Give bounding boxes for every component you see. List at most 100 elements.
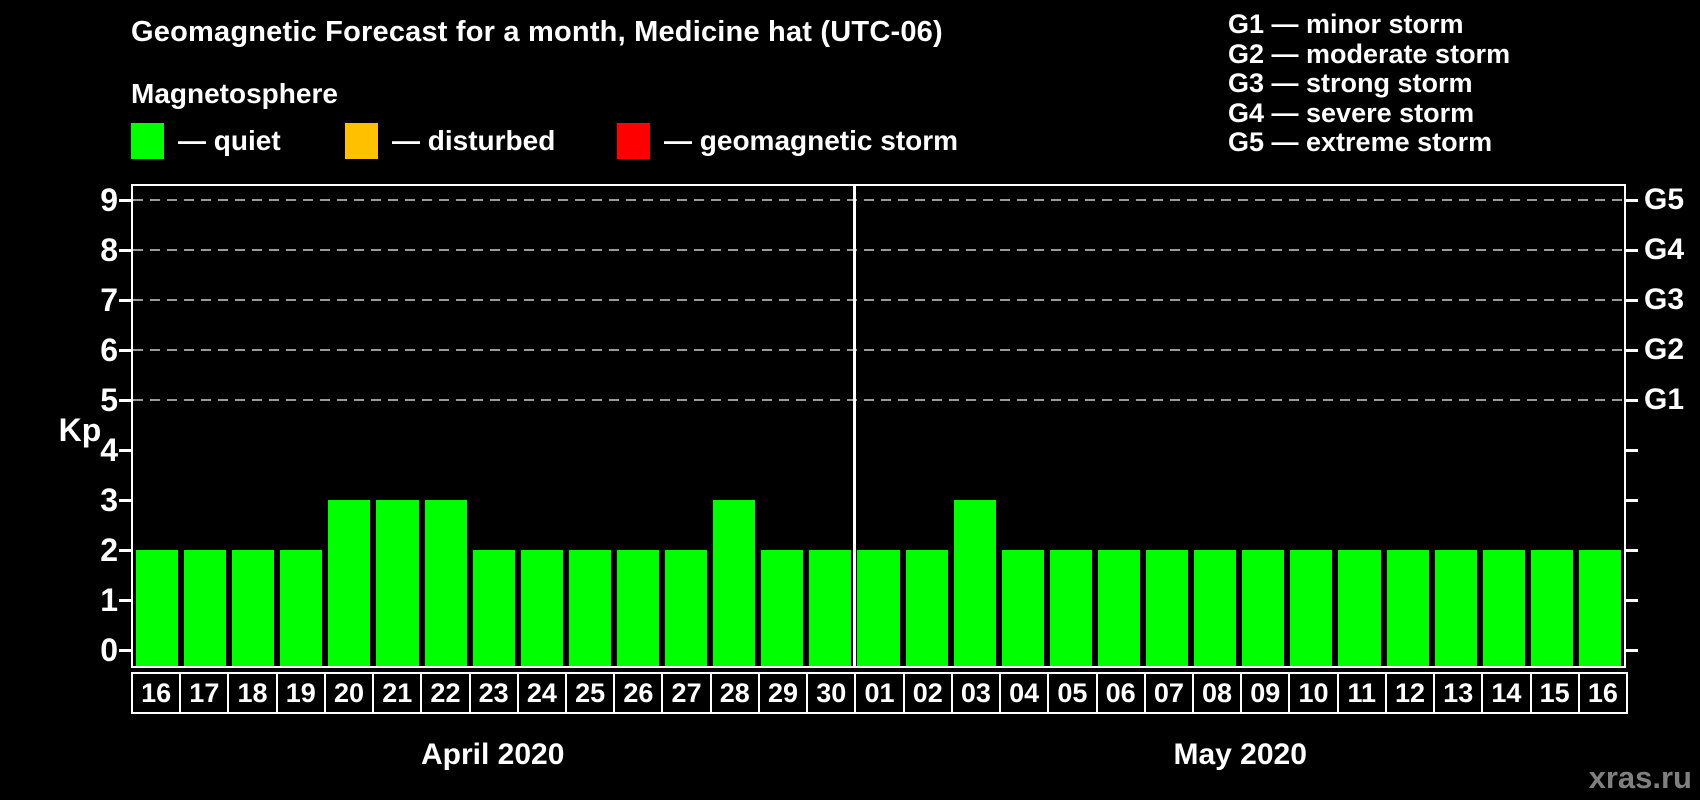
- kp-bar: [1482, 550, 1525, 666]
- y-axis-tick: [119, 198, 131, 202]
- g-axis-tick: [1626, 398, 1638, 402]
- kp-bar: [1290, 550, 1333, 666]
- y-tick-label: 4: [100, 432, 118, 468]
- date-label: 15: [1529, 672, 1580, 714]
- y-axis-tick: [119, 648, 131, 652]
- kp-bar: [472, 550, 515, 666]
- date-label: 14: [1481, 672, 1532, 714]
- date-label: 27: [661, 672, 712, 714]
- kp-bar: [905, 550, 948, 666]
- legend-label-quiet: — quiet: [178, 125, 281, 156]
- chart-title: Geomagnetic Forecast for a month, Medici…: [131, 16, 943, 48]
- g-legend-line-g1: G1 — minor storm: [1228, 9, 1464, 39]
- date-label: 05: [1047, 672, 1098, 714]
- date-label: 02: [902, 672, 953, 714]
- gridline: [133, 249, 1624, 251]
- date-label: 16: [1577, 672, 1628, 714]
- date-label: 09: [1240, 672, 1291, 714]
- y-tick-label: 0: [100, 632, 118, 668]
- legend-item-storm: — geomagnetic storm: [617, 122, 958, 160]
- g-axis-tick: [1626, 298, 1638, 302]
- g-legend-line-g4: G4 — severe storm: [1228, 97, 1475, 128]
- kp-bar: [328, 500, 371, 666]
- g-axis-label: G2: [1644, 333, 1685, 366]
- y-axis-tick: [119, 448, 131, 452]
- date-label: 04: [999, 672, 1050, 714]
- date-label: 20: [323, 672, 375, 714]
- kp-bar: [616, 550, 660, 666]
- kp-bar: [665, 550, 708, 666]
- disturbed-color-swatch: [345, 123, 378, 159]
- kp-bar: [761, 550, 804, 666]
- kp-bar: [953, 500, 996, 666]
- date-label: 13: [1433, 672, 1484, 714]
- y-axis-tick: [119, 498, 131, 502]
- watermark: xras.ru: [1588, 760, 1692, 795]
- y-tick-label: 3: [100, 482, 118, 518]
- g-axis-tick: [1626, 348, 1638, 352]
- quiet-color-swatch: [131, 123, 164, 159]
- g-axis-label: G1: [1644, 383, 1685, 416]
- magnetosphere-legend-title: Magnetosphere: [131, 78, 338, 109]
- legend-label-storm: — geomagnetic storm: [664, 125, 959, 156]
- kp-bar: [1242, 550, 1285, 666]
- g-axis-tick: [1626, 598, 1638, 602]
- month-label: May 2020: [1173, 738, 1307, 771]
- kp-bar: [1386, 550, 1429, 666]
- kp-bar: [1049, 550, 1092, 666]
- gridline: [133, 349, 1624, 351]
- date-label: 07: [1143, 672, 1194, 714]
- g-axis-tick: [1626, 498, 1638, 502]
- date-label: 06: [1095, 672, 1146, 714]
- date-label: 10: [1288, 672, 1339, 714]
- g-legend-line-g2: G2 — moderate storm: [1228, 38, 1511, 69]
- kp-bar: [1338, 550, 1381, 666]
- kp-bar: [520, 550, 563, 666]
- date-label: 22: [420, 672, 471, 714]
- date-label: 08: [1191, 672, 1243, 714]
- kp-bar: [568, 550, 611, 666]
- kp-bar: [1530, 550, 1573, 666]
- g-legend-line-g5: G5 — extreme storm: [1228, 127, 1493, 157]
- y-axis-tick: [119, 598, 131, 602]
- g-axis-tick: [1626, 198, 1638, 202]
- g-axis-label: G5: [1644, 183, 1685, 216]
- kp-bar: [713, 500, 756, 666]
- y-axis-tick: [119, 298, 131, 302]
- date-label: 28: [709, 672, 760, 714]
- kp-bar: [857, 550, 900, 666]
- kp-bar: [376, 500, 419, 666]
- plot-area: [131, 184, 1626, 668]
- g-axis-tick: [1626, 248, 1638, 252]
- storm-color-swatch: [617, 123, 650, 159]
- date-label: 25: [565, 672, 616, 714]
- y-axis-tick: [119, 348, 131, 352]
- y-tick-label: 2: [100, 532, 118, 568]
- date-label: 26: [613, 672, 664, 714]
- g-scale-legend: G1 — minor storm G2 — moderate storm G3 …: [1228, 9, 1511, 158]
- date-label: 29: [757, 672, 809, 714]
- kp-bar: [1146, 550, 1189, 666]
- legend-item-disturbed: — disturbed: [345, 122, 555, 160]
- g-axis-label: G4: [1644, 233, 1685, 266]
- g-axis-label: G3: [1644, 283, 1685, 316]
- date-label: 01: [854, 672, 905, 714]
- date-label: 24: [516, 672, 568, 714]
- date-label: 18: [227, 672, 278, 714]
- date-label: 12: [1384, 672, 1436, 714]
- kp-bar: [1194, 550, 1237, 666]
- y-axis-tick: [119, 398, 131, 402]
- kp-bar: [280, 550, 323, 666]
- g-legend-line-g3: G3 — strong storm: [1228, 68, 1473, 98]
- gridline: [133, 399, 1624, 401]
- g-axis-tick: [1626, 648, 1638, 652]
- g-axis-tick: [1626, 448, 1638, 452]
- y-tick-label: 9: [100, 182, 118, 218]
- legend-label-disturbed: — disturbed: [392, 125, 556, 156]
- legend-item-quiet: — quiet: [131, 122, 281, 160]
- gridline: [133, 199, 1624, 201]
- kp-bar: [232, 550, 275, 666]
- kp-bar: [424, 500, 467, 666]
- y-axis-tick: [119, 548, 131, 552]
